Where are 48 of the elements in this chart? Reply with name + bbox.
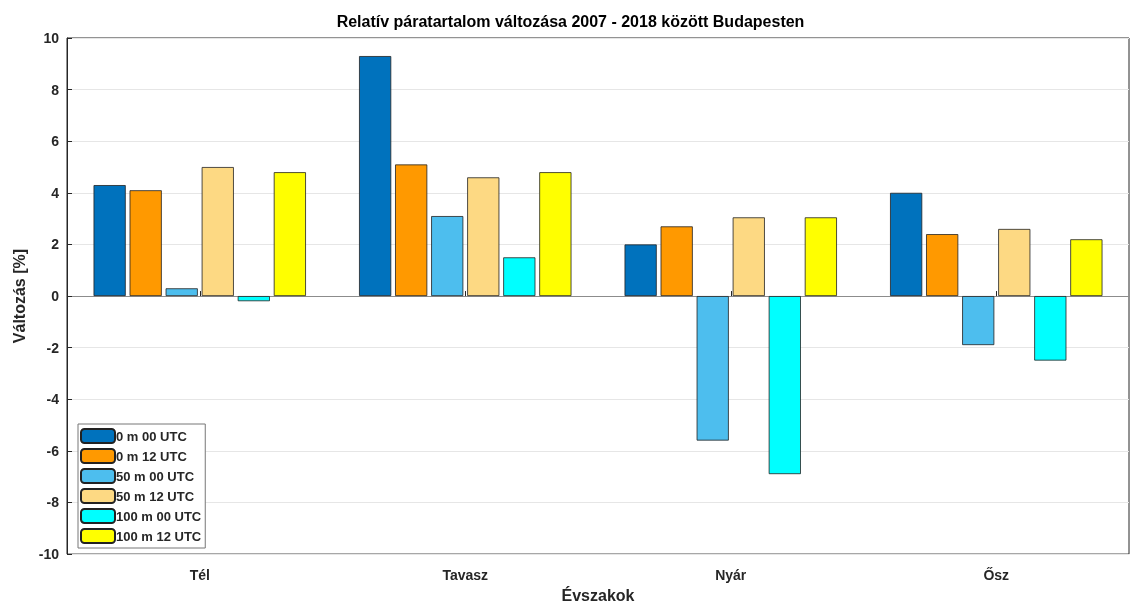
bar xyxy=(926,234,959,297)
y-tick-label: -2 xyxy=(46,339,60,356)
bar xyxy=(165,288,198,297)
bar xyxy=(359,56,392,297)
bar xyxy=(624,244,657,297)
legend-label: 50 m 00 UTC xyxy=(116,468,195,484)
chart-title: Relatív páratartalom változása 2007 - 2018 között Budapesten xyxy=(336,12,805,30)
legend-label: 100 m 12 UTC xyxy=(116,528,202,544)
bar xyxy=(467,177,500,297)
bar xyxy=(1070,239,1103,297)
legend-label: 0 m 00 UTC xyxy=(116,428,188,444)
y-tick-label: 2 xyxy=(51,236,60,253)
legend-label: 50 m 12 UTC xyxy=(116,488,195,504)
y-tick-label: -8 xyxy=(46,494,60,511)
bar xyxy=(998,228,1031,297)
x-tick-label: Ősz xyxy=(983,566,1010,584)
bar xyxy=(890,192,923,297)
y-tick-label: -10 xyxy=(38,546,60,563)
x-axis-title: Évszakok xyxy=(561,585,635,604)
bar xyxy=(237,296,270,302)
bar xyxy=(431,216,464,297)
y-tick-label: -6 xyxy=(46,442,60,459)
y-tick-label: 8 xyxy=(51,81,60,98)
legend-label: 0 m 12 UTC xyxy=(116,448,188,464)
bar xyxy=(804,217,837,297)
y-tick-label: 0 xyxy=(51,288,60,305)
y-axis-title: Változás [%] xyxy=(11,248,29,344)
bar xyxy=(962,296,995,346)
bar xyxy=(93,185,126,297)
x-tick-label: Nyár xyxy=(715,567,747,584)
bar xyxy=(660,226,693,297)
bar xyxy=(768,296,801,475)
bar xyxy=(201,167,234,297)
bar xyxy=(273,172,306,297)
y-tick-label: 10 xyxy=(43,30,60,46)
bar xyxy=(539,172,572,297)
bar xyxy=(1034,296,1067,361)
y-tick-label: -4 xyxy=(46,391,60,408)
y-tick-label: 6 xyxy=(51,133,60,150)
bar xyxy=(732,217,765,297)
bar xyxy=(503,257,536,297)
x-tick-label: Tél xyxy=(189,567,210,584)
bar xyxy=(129,190,162,297)
bar xyxy=(395,164,428,297)
legend-label: 100 m 00 UTC xyxy=(116,508,202,524)
bar xyxy=(696,296,729,441)
x-tick-label: Tavasz xyxy=(442,567,489,584)
y-tick-label: 4 xyxy=(51,184,60,201)
